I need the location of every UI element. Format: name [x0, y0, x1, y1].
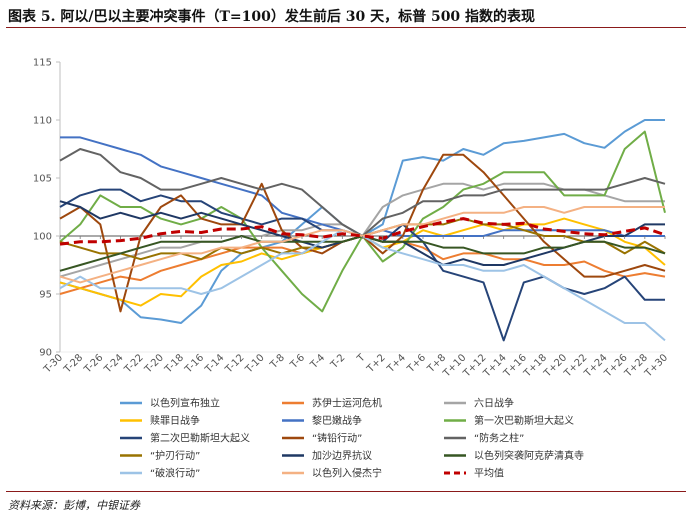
x-tick-label: T+18 [521, 352, 549, 380]
source-rule [6, 491, 686, 492]
x-tick-label: T-2 [328, 352, 347, 371]
x-tick-label: T+26 [602, 352, 630, 380]
y-tick-label: 110 [33, 116, 52, 127]
x-tick-label: T-6 [288, 352, 307, 371]
x-tick-label: T+10 [441, 352, 469, 380]
y-tick-label: 105 [33, 174, 52, 185]
legend-label: 第二次巴勒斯坦大起义 [150, 432, 250, 445]
x-tick-label: T+24 [582, 352, 610, 380]
x-tick-label: T-22 [122, 352, 146, 376]
x-tick-label: T-28 [62, 352, 86, 376]
y-axis-ticks: 90 95 100 105 110 115 [33, 58, 60, 359]
chart-axes [59, 62, 665, 353]
y-tick-label: 115 [33, 58, 52, 69]
legend-label: 以色列宣布独立 [150, 397, 220, 410]
x-tick-label: T-10 [243, 352, 267, 376]
y-tick-label: 100 [33, 232, 52, 243]
x-tick-label: T-26 [82, 352, 106, 376]
source-note: 资料来源：彭博，中银证券 [8, 499, 140, 512]
legend-label: 黎巴嫩战争 [312, 414, 362, 427]
legend-label: 赎罪日战争 [150, 414, 200, 427]
series-line-11 [59, 235, 666, 272]
x-tick-label: T-16 [183, 352, 207, 376]
legend-label: “破浪行动” [150, 467, 200, 480]
legend-label: “铸铅行动” [312, 432, 362, 445]
series-line-12 [59, 229, 666, 342]
x-tick-label: T-4 [308, 352, 327, 371]
x-tick-label: T+20 [542, 352, 570, 380]
x-tick-label: T-20 [142, 352, 166, 376]
y-tick-label: 95 [39, 290, 52, 301]
x-tick-label: T-14 [203, 352, 227, 376]
legend-label: “护刃行动” [150, 449, 200, 462]
x-tick-label: T+28 [622, 352, 650, 380]
x-tick-label: T+14 [481, 352, 509, 380]
x-tick-label: T+6 [405, 352, 428, 375]
chart-title: 图表 5. 阿以/巴以主要冲突事件（T=100）发生前后 30 天，标普 500… [8, 9, 536, 25]
x-tick-label: T+4 [385, 352, 408, 375]
legend-label: 第一次巴勒斯坦大起义 [474, 414, 574, 427]
title-rule [6, 27, 686, 28]
x-tick-label: T [355, 352, 368, 365]
legend-label: “防务之柱” [474, 432, 524, 445]
legend-label: 六日战争 [474, 397, 514, 410]
legend-label: 加沙边界抗议 [312, 449, 372, 462]
legend-label: 以色列入侵杰宁 [312, 467, 382, 480]
chart-series [59, 119, 666, 342]
x-tick-label: T-18 [162, 352, 186, 376]
x-tick-label: T-8 [268, 352, 287, 371]
y-tick-label: 90 [39, 348, 52, 359]
x-tick-label: T-12 [223, 352, 247, 376]
x-tick-label: T+12 [461, 352, 489, 380]
legend-label: 以色列突袭阿克萨清真寺 [474, 449, 584, 462]
x-tick-label: T-24 [102, 352, 126, 376]
x-tick-label: T+30 [642, 352, 670, 380]
legend-label: 平均值 [474, 467, 504, 480]
x-tick-label: T+2 [365, 352, 388, 375]
series-line-14 [59, 217, 666, 246]
legend-label: 苏伊士运河危机 [312, 397, 382, 410]
x-tick-label: T+16 [501, 352, 529, 380]
x-tick-label: T+22 [562, 352, 590, 380]
